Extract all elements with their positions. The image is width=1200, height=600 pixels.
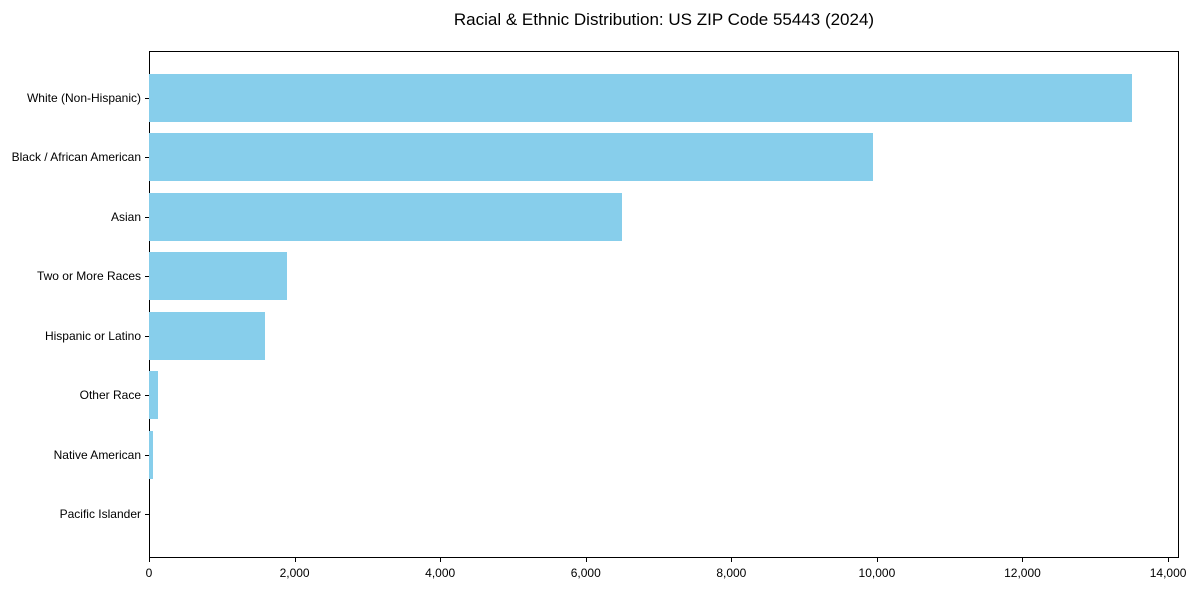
- x-axis-tick: [585, 558, 587, 562]
- bar: [149, 74, 1132, 122]
- y-axis-category-label: Black / African American: [11, 150, 141, 165]
- x-axis-tick-label: 0: [145, 566, 153, 580]
- y-axis-category-label: Other Race: [79, 388, 141, 403]
- y-axis-tick: [145, 98, 149, 99]
- x-axis-tick-label: 14,000: [1149, 566, 1187, 580]
- y-axis-tick: [145, 157, 149, 159]
- y-axis-tick: [145, 514, 149, 515]
- chart-title: Racial & Ethnic Distribution: US ZIP Cod…: [453, 10, 875, 29]
- y-axis-category-label: Pacific Islander: [59, 507, 141, 521]
- y-axis-tick: [145, 454, 149, 456]
- bar: [149, 311, 265, 360]
- y-axis-tick: [145, 276, 149, 278]
- x-axis-tick: [731, 558, 733, 562]
- plot-area: [149, 51, 1179, 558]
- x-axis-tick-label: 4,000: [425, 566, 456, 580]
- y-axis-category-label: Native American: [53, 447, 141, 462]
- y-axis-category-label: Asian: [110, 209, 141, 224]
- y-axis-tick: [145, 216, 149, 218]
- bar: [149, 371, 158, 420]
- x-axis-tick: [440, 558, 442, 562]
- x-axis-tick: [876, 558, 878, 562]
- y-axis-category-label: Two or More Races: [36, 269, 141, 284]
- x-axis-tick: [1168, 558, 1170, 562]
- x-axis-tick-label: 2,000: [279, 566, 310, 580]
- bar: [149, 430, 153, 479]
- bar: [149, 133, 873, 182]
- y-axis-tick: [145, 335, 149, 337]
- y-axis-tick: [145, 395, 149, 397]
- x-axis-tick-label: 12,000: [1004, 566, 1041, 580]
- x-axis-tick: [294, 558, 296, 562]
- y-axis-category-label: Hispanic or Latino: [44, 328, 141, 343]
- bar: [149, 192, 622, 241]
- y-axis-category-label: White (Non-Hispanic): [26, 91, 141, 105]
- bar: [149, 252, 287, 301]
- x-axis-tick: [1022, 558, 1024, 562]
- x-axis-tick-label: 8,000: [716, 566, 747, 580]
- x-axis-tick-label: 10,000: [858, 566, 896, 580]
- x-axis-tick: [149, 558, 150, 562]
- x-axis-tick-label: 6,000: [570, 566, 601, 580]
